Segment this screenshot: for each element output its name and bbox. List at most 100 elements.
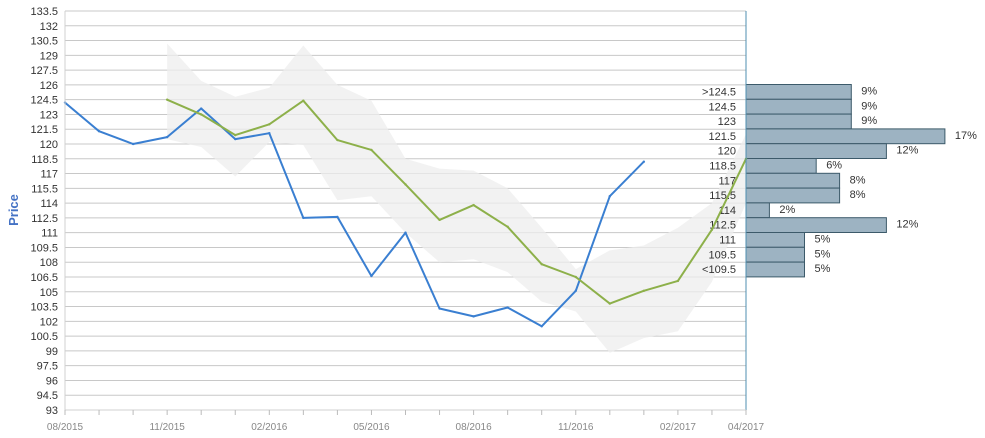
x-tick-label: 11/2016 (558, 422, 594, 433)
series-point-1 (200, 107, 203, 110)
distribution-bar (745, 113, 852, 130)
series-point-2 (200, 113, 203, 116)
distribution-bar (745, 246, 805, 263)
y-axis-title: Price (6, 194, 21, 226)
series-lines-layer (63, 98, 748, 328)
x-tick-label: 11/2015 (149, 422, 185, 433)
series-point-1 (97, 129, 101, 133)
x-tick-label: 04/2017 (728, 422, 765, 433)
distribution-bar (745, 261, 805, 278)
distribution-bin-label: 111 (719, 235, 736, 247)
series-point-2 (234, 133, 237, 137)
series-point-2 (404, 183, 407, 186)
y-tick-label: 100.5 (30, 331, 58, 343)
series-point-1 (642, 160, 646, 163)
x-tick-label: 08/2016 (456, 422, 493, 433)
y-tick-label: 118.5 (31, 154, 58, 166)
y-tick-label: 127.5 (30, 65, 58, 77)
series-point-1 (438, 307, 441, 310)
forecast-band-layer (167, 43, 747, 353)
series-point-2 (472, 203, 475, 207)
series-point-1 (131, 142, 135, 146)
distribution-bin-label: 123 (718, 116, 736, 128)
y-tick-label: 94.5 (37, 390, 58, 402)
series-point-1 (608, 195, 611, 198)
distribution-value-label: 8% (850, 174, 866, 186)
forecast-range-band (167, 43, 747, 353)
distribution-bin-label: 118.5 (709, 161, 736, 173)
y-tick-label: 102 (40, 316, 58, 328)
series-point-2 (268, 123, 271, 126)
series-point-1 (404, 231, 407, 234)
y-tick-label: 97.5 (37, 361, 58, 373)
distribution-bar (745, 84, 852, 100)
y-tick-label: 124.5 (30, 95, 58, 107)
y-tick-label: 133.5 (30, 6, 58, 18)
series-point-2 (165, 98, 169, 101)
distribution-bin-label: >124.5 (702, 87, 736, 99)
distribution-bar (745, 128, 946, 145)
series-point-2 (370, 148, 373, 152)
y-tick-label: 120 (40, 139, 58, 151)
y-tick-label: 126 (40, 80, 58, 92)
distribution-bin-label: 120 (718, 146, 736, 158)
distribution-value-label: 2% (779, 204, 795, 216)
series-line-2 (166, 98, 747, 305)
distribution-bar (745, 217, 887, 233)
series-point-2 (438, 218, 441, 222)
distribution-value-label: 17% (955, 130, 977, 142)
series-point-2 (336, 138, 339, 142)
series-line-1 (64, 101, 645, 328)
distribution-value-label: 9% (861, 86, 877, 98)
series-point-1 (268, 131, 271, 135)
series-point-1 (336, 215, 339, 219)
y-tick-label: 109.5 (30, 242, 58, 254)
y-tick-label: 121.5 (30, 124, 58, 136)
axis-layer: 133.5 132 130.5 129 127.5 126 124.5 123 121.5 120… (30, 6, 764, 433)
distribution-bin-label: 115.5 (709, 190, 736, 202)
distribution-bin-label: 109.5 (708, 249, 736, 261)
x-tick-label: 02/2016 (251, 422, 288, 433)
distribution-bars-layer: >124.5 9% 124.5 9% 123 9% 121.5 17% 120 12% 118.5 6… (702, 84, 977, 278)
y-tick-label: 103.5 (30, 302, 58, 314)
y-tick-label: 99 (46, 346, 58, 358)
distribution-value-label: 9% (861, 115, 877, 127)
y-tick-label: 96 (46, 375, 58, 387)
series-point-2 (302, 99, 305, 102)
distribution-bar (745, 143, 887, 159)
y-tick-label: 112.5 (31, 213, 58, 225)
y-tick-label: 130.5 (30, 36, 58, 48)
distribution-value-label: 12% (896, 145, 918, 157)
distribution-value-label: 5% (815, 248, 831, 260)
series-point-2 (608, 302, 611, 305)
distribution-bin-label: 124.5 (708, 101, 736, 113)
series-point-2 (676, 279, 680, 283)
x-tick-label: 02/2017 (660, 422, 697, 433)
distribution-value-label: 5% (815, 234, 831, 246)
y-tick-label: 129 (40, 50, 58, 62)
series-point-1 (165, 135, 169, 139)
series-point-2 (506, 225, 509, 228)
series-point-2 (574, 275, 577, 279)
y-tick-label: 111 (41, 228, 58, 240)
y-tick-label: 105 (40, 287, 58, 299)
distribution-value-label: 5% (815, 263, 831, 275)
y-tick-label: 132 (40, 21, 58, 33)
series-point-1 (302, 216, 305, 220)
series-point-2 (540, 262, 543, 266)
distribution-bar (745, 187, 841, 204)
series-point-2 (642, 289, 646, 292)
series-point-1 (370, 274, 373, 278)
y-tick-label: 115.5 (31, 183, 58, 195)
series-point-1 (234, 137, 237, 141)
distribution-value-label: 8% (850, 189, 866, 201)
distribution-bin-label: 117 (718, 175, 736, 187)
y-tick-label: 93 (46, 405, 58, 417)
distribution-value-label: 6% (826, 160, 842, 172)
distribution-value-label: 12% (896, 219, 918, 231)
series-point-1 (574, 289, 577, 292)
distribution-bar (745, 172, 841, 189)
series-point-2 (710, 228, 714, 231)
x-tick-label: 08/2015 (47, 422, 84, 433)
